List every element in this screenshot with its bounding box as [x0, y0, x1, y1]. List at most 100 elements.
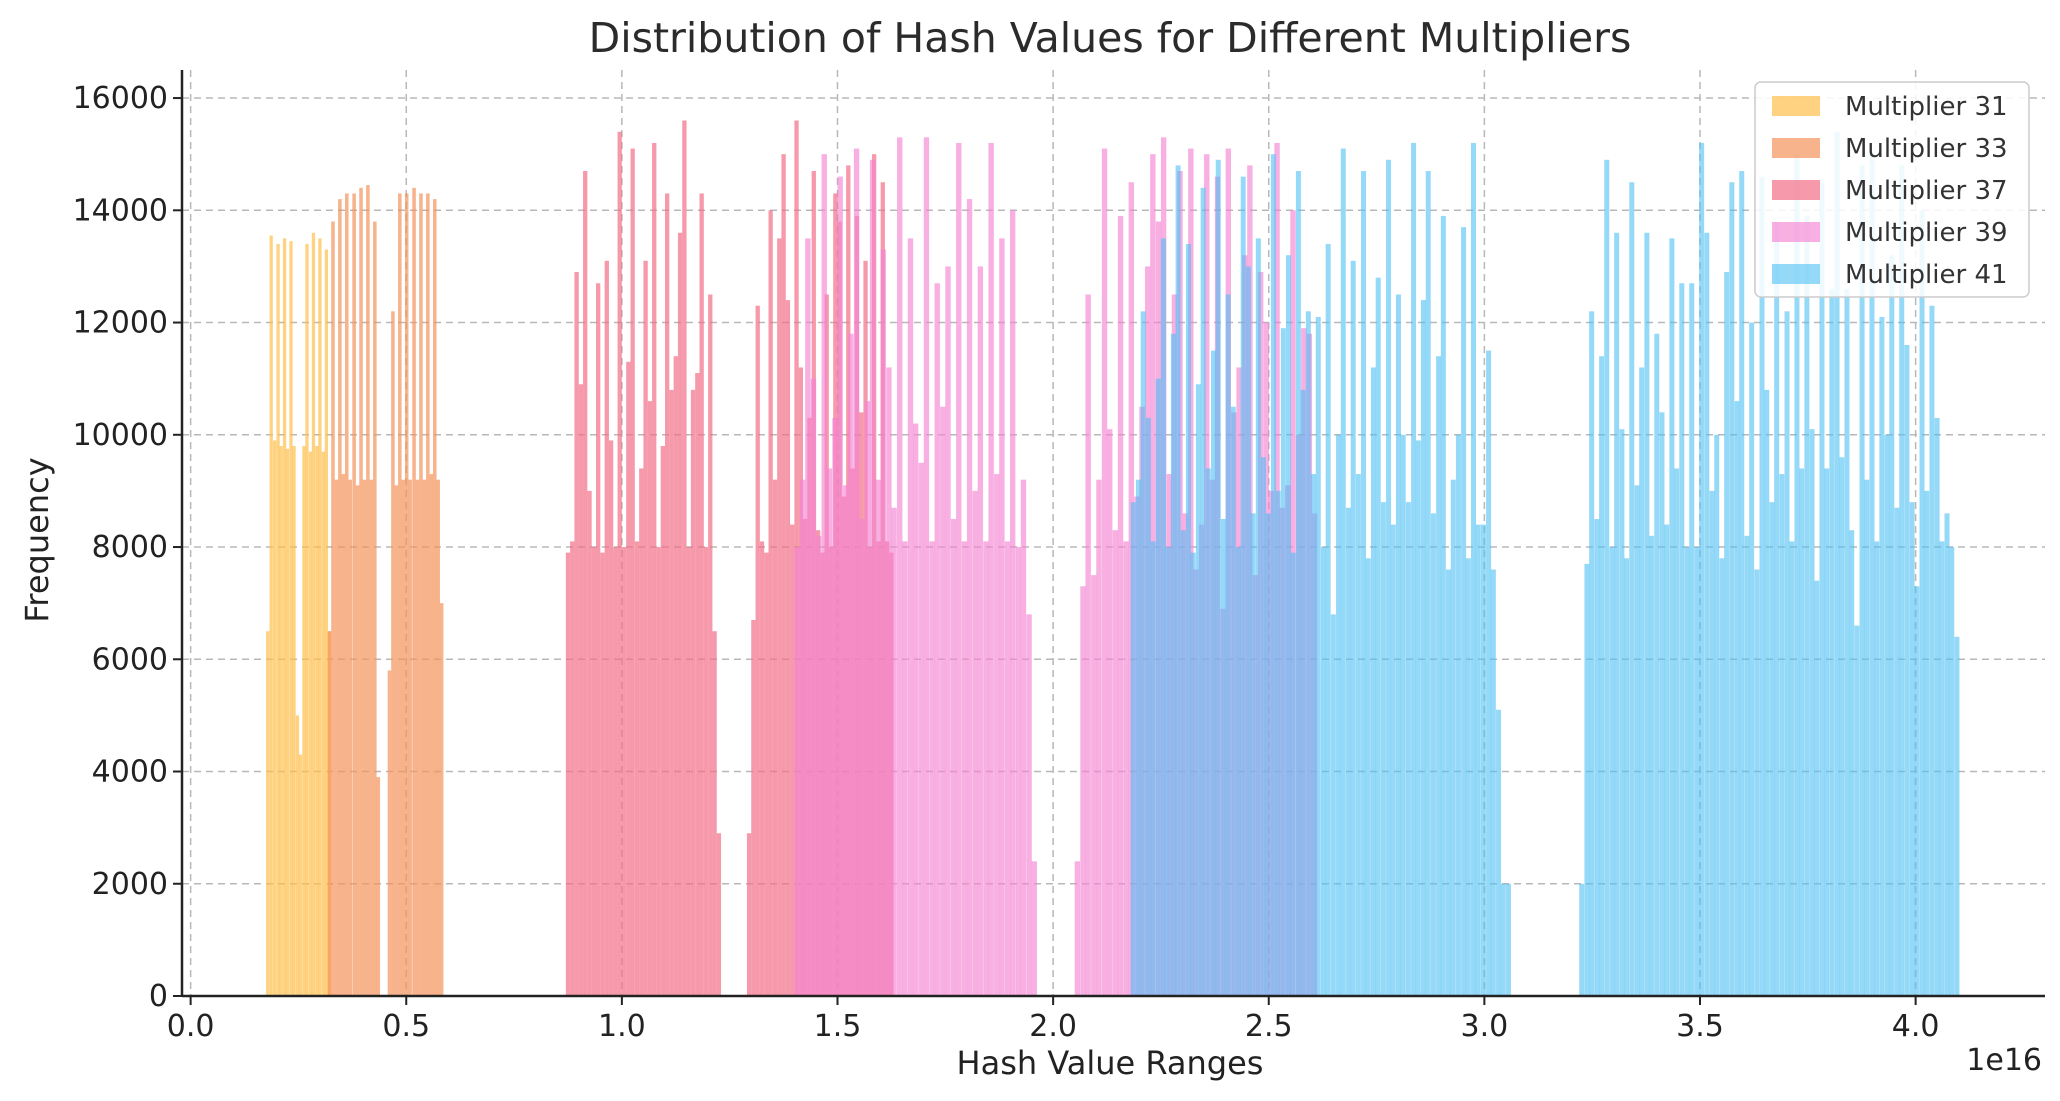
legend-frame [1754, 81, 2030, 298]
histogram-bar [1123, 541, 1129, 996]
histogram-bar [1824, 468, 1830, 997]
histogram-bar [308, 451, 313, 996]
histogram-bar [665, 193, 670, 996]
x-tick-label: 2.0 [1029, 1009, 1077, 1044]
histogram-bar [1954, 636, 1960, 996]
histogram-bar [1894, 507, 1900, 996]
histogram-bar [1390, 524, 1396, 996]
histogram-bar [886, 367, 892, 997]
histogram-bar [1205, 468, 1211, 997]
x-tick-label: 0.5 [382, 1009, 430, 1044]
histogram-bar [1355, 474, 1361, 996]
histogram-bar [634, 541, 640, 996]
histogram-bar [1145, 417, 1151, 996]
legend-label: Multiplier 41 [1845, 260, 2008, 290]
histogram-bar [1889, 255, 1895, 996]
histogram-bar [810, 378, 817, 997]
histogram-bar [359, 187, 363, 996]
histogram-bar [1844, 288, 1850, 996]
histogram-bar [912, 423, 919, 997]
histogram-bar [1250, 513, 1256, 996]
histogram-bar [630, 148, 635, 996]
histogram-bar [1215, 159, 1221, 996]
histogram-bar [1734, 401, 1740, 997]
histogram-bar [1629, 182, 1635, 996]
histogram-bar [369, 479, 374, 997]
histogram-bar [1305, 311, 1311, 997]
histogram-bar [859, 518, 865, 996]
histogram-bar [1929, 305, 1935, 996]
series-0 [266, 232, 332, 997]
histogram-bar [703, 547, 709, 996]
histogram-bar [1265, 513, 1271, 996]
histogram-bar [1814, 580, 1820, 996]
x-axis-offset-label: 1e16 [1966, 1043, 2042, 1078]
histogram-bar [1375, 277, 1381, 996]
histogram-bar [1634, 485, 1640, 996]
histogram-bar [1869, 154, 1875, 996]
histogram-bar [1486, 350, 1492, 996]
histogram-bar [781, 154, 786, 996]
histogram-bar [1015, 547, 1021, 996]
histogram-bar [699, 193, 704, 996]
histogram-bar [1336, 434, 1342, 997]
x-tick-label: 1.0 [598, 1009, 646, 1044]
histogram-bar [1380, 502, 1386, 996]
histogram-bar [1455, 434, 1461, 997]
histogram-bar [1654, 333, 1660, 997]
histogram-bar [1420, 300, 1426, 997]
histogram-bar [311, 232, 316, 996]
histogram-bar [436, 479, 440, 997]
histogram-bar [1699, 142, 1705, 996]
histogram-bar [1769, 502, 1775, 996]
histogram-bar [1579, 883, 1585, 996]
histogram-bar [391, 311, 395, 997]
histogram-bar [1320, 547, 1326, 996]
histogram-bar [1220, 518, 1226, 996]
histogram-bar [272, 440, 277, 996]
histogram-bar [1270, 154, 1276, 996]
histogram-bar [977, 266, 984, 996]
histogram-bar [1345, 507, 1351, 996]
histogram-bar [1170, 333, 1176, 997]
histogram-bar [880, 249, 887, 996]
histogram-bar [1190, 552, 1196, 996]
histogram-bar [656, 547, 661, 996]
histogram-bar [647, 401, 653, 997]
histogram-bar [570, 541, 575, 996]
histogram-bar [1445, 569, 1451, 996]
histogram-bar [945, 266, 951, 996]
histogram-bar [1471, 142, 1477, 996]
histogram-bar [869, 159, 876, 996]
histogram-bar [1874, 541, 1880, 996]
histogram-bar [1400, 434, 1406, 997]
histogram-bar [1411, 142, 1417, 996]
y-tick-label: 4000 [92, 755, 168, 790]
histogram-bar [1415, 440, 1421, 996]
histogram-bar [1794, 154, 1800, 996]
histogram-bar [1140, 311, 1146, 997]
histogram-bar [1500, 883, 1506, 996]
histogram-bar [677, 232, 683, 996]
histogram-bar [832, 417, 838, 996]
histogram-bar [1101, 148, 1108, 996]
histogram-bar [1180, 530, 1186, 996]
histogram-bar [298, 754, 303, 996]
histogram-bar [1185, 243, 1191, 996]
histogram-bar [1899, 165, 1905, 996]
histogram-bar [366, 185, 370, 997]
histogram-bar [1004, 541, 1011, 996]
histogram-bar [1884, 434, 1890, 997]
histogram-bar [1719, 558, 1725, 996]
y-tick-label: 2000 [92, 867, 168, 902]
histogram-bar [1834, 131, 1840, 996]
histogram-bar [587, 490, 592, 996]
histogram-bar [1275, 490, 1281, 996]
bars [266, 120, 1960, 997]
histogram-bar [1235, 547, 1241, 996]
chart-title: Distribution of Hash Values for Differen… [589, 14, 1632, 62]
histogram-bar [373, 221, 377, 996]
y-tick-label: 14000 [73, 193, 168, 228]
histogram-bar [864, 401, 871, 997]
histogram-bar [695, 373, 700, 996]
